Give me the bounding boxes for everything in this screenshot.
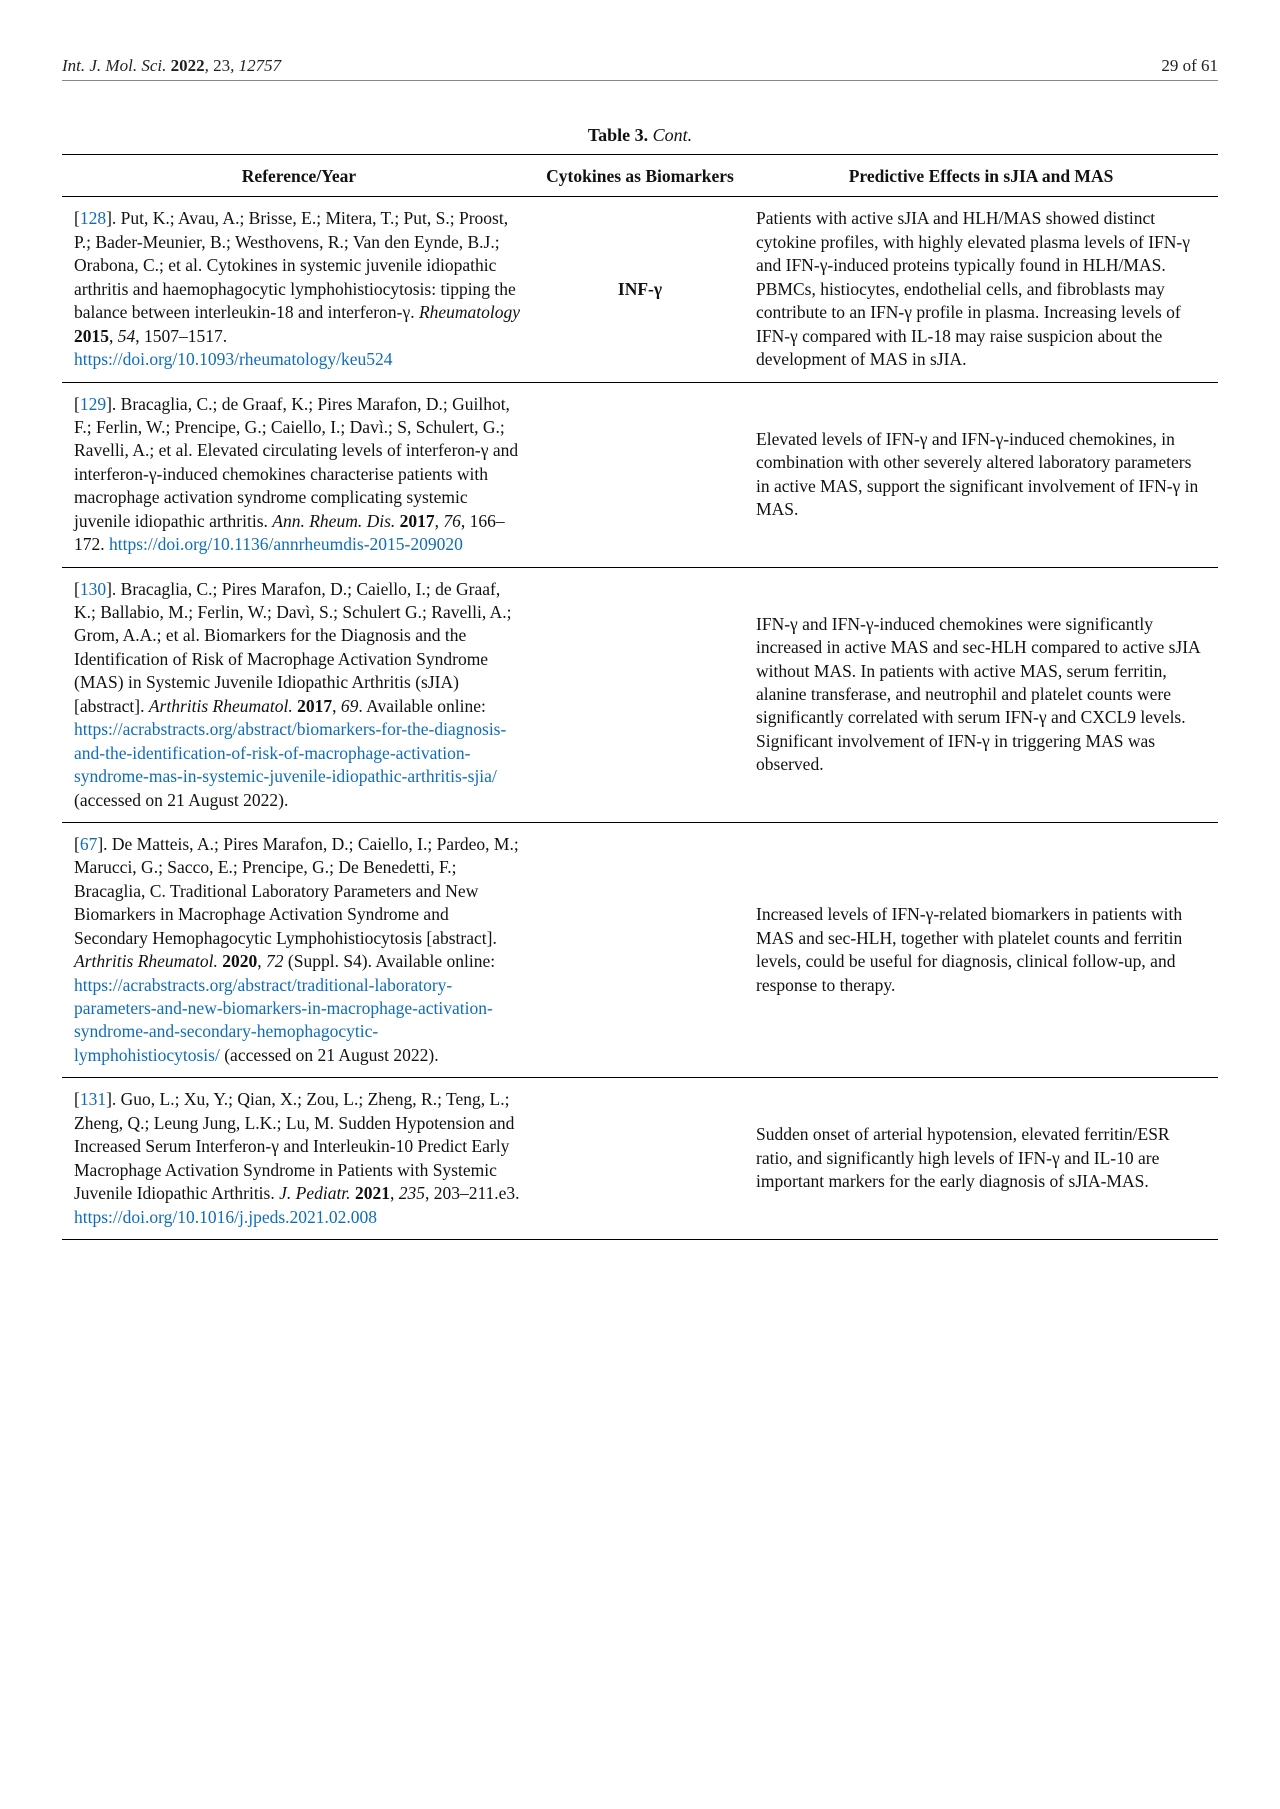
table-row: [130]. Bracaglia, C.; Pires Marafon, D.;… <box>62 567 1218 822</box>
pub-volume: 72 <box>266 951 284 971</box>
access-date: (accessed on 21 August 2022). <box>74 790 288 810</box>
references-table: Reference/Year Cytokines as Biomarkers P… <box>62 154 1218 1240</box>
reference-cell: [129]. Bracaglia, C.; de Graaf, K.; Pire… <box>62 382 536 567</box>
biomarker-cell <box>536 822 744 1077</box>
biomarker-cell <box>536 382 744 567</box>
reference-text: De Matteis, A.; Pires Marafon, D.; Caiel… <box>74 834 519 948</box>
access-date: (accessed on 21 August 2022). <box>220 1045 439 1065</box>
effect-cell: IFN-γ and IFN-γ-induced chemokines were … <box>744 567 1218 822</box>
reference-cell: [67]. De Matteis, A.; Pires Marafon, D.;… <box>62 822 536 1077</box>
abstract-link[interactable]: https://acrabstracts.org/abstract/biomar… <box>74 719 506 786</box>
reference-cell: [128]. Put, K.; Avau, A.; Brisse, E.; Mi… <box>62 197 536 382</box>
journal-citation: Int. J. Mol. Sci. 2022, 23, 12757 <box>62 56 281 76</box>
table-row: [129]. Bracaglia, C.; de Graaf, K.; Pire… <box>62 382 1218 567</box>
page: Int. J. Mol. Sci. 2022, 23, 12757 29 of … <box>0 0 1280 1809</box>
table-row: [131]. Guo, L.; Xu, Y.; Qian, X.; Zou, L… <box>62 1078 1218 1240</box>
journal-name: Int. J. Mol. Sci. <box>62 56 166 75</box>
citation-number: 128 <box>80 208 106 228</box>
running-header: Int. J. Mol. Sci. 2022, 23, 12757 29 of … <box>62 56 1218 81</box>
doi-link[interactable]: https://doi.org/10.1093/rheumatology/keu… <box>74 349 393 369</box>
pub-volume: 235 <box>399 1183 425 1203</box>
journal-title: Arthritis Rheumatol. <box>74 951 218 971</box>
pub-year: 2015 <box>74 326 109 346</box>
table-caption: Table 3. Cont. <box>62 125 1218 146</box>
citation-number: 130 <box>80 579 106 599</box>
effect-cell: Sudden onset of arterial hypotension, el… <box>744 1078 1218 1240</box>
reference-cell: [130]. Bracaglia, C.; Pires Marafon, D.;… <box>62 567 536 822</box>
citation-number: 129 <box>80 394 106 414</box>
citation-number: 67 <box>80 834 98 854</box>
journal-volume: 23 <box>213 56 230 75</box>
pub-volume: 69 <box>341 696 359 716</box>
citation-number: 131 <box>80 1089 106 1109</box>
journal-title: Ann. Rheum. Dis. <box>272 511 395 531</box>
biomarker-label: INF-γ <box>618 279 662 299</box>
biomarker-cell <box>536 567 744 822</box>
pub-year: 2021 <box>355 1183 390 1203</box>
pub-year: 2020 <box>222 951 257 971</box>
pub-volume: 54 <box>118 326 136 346</box>
journal-title: J. Pediatr. <box>279 1183 350 1203</box>
effect-cell: Patients with active sJIA and HLH/MAS sh… <box>744 197 1218 382</box>
biomarker-cell <box>536 1078 744 1240</box>
pub-year: 2017 <box>400 511 435 531</box>
col-header-biomarkers: Cytokines as Biomarkers <box>536 155 744 197</box>
effect-cell: Elevated levels of IFN-γ and IFN-γ-induc… <box>744 382 1218 567</box>
journal-title: Rheumatology <box>419 302 520 322</box>
reference-cell: [131]. Guo, L.; Xu, Y.; Qian, X.; Zou, L… <box>62 1078 536 1240</box>
pub-year: 2017 <box>297 696 332 716</box>
pub-volume: 76 <box>443 511 461 531</box>
table-row: [67]. De Matteis, A.; Pires Marafon, D.;… <box>62 822 1218 1077</box>
doi-link[interactable]: https://doi.org/10.1136/annrheumdis-2015… <box>109 534 463 554</box>
journal-year: 2022 <box>171 56 205 75</box>
journal-title: Arthritis Rheumatol. <box>149 696 293 716</box>
table-cont: Cont. <box>653 125 693 145</box>
effect-cell: Increased levels of IFN-γ-related biomar… <box>744 822 1218 1077</box>
table-header-row: Reference/Year Cytokines as Biomarkers P… <box>62 155 1218 197</box>
table-number: Table 3. <box>588 125 648 145</box>
col-header-reference: Reference/Year <box>62 155 536 197</box>
col-header-effects: Predictive Effects in sJIA and MAS <box>744 155 1218 197</box>
journal-article: 12757 <box>239 56 282 75</box>
biomarker-cell: INF-γ <box>536 197 744 382</box>
page-number: 29 of 61 <box>1161 56 1218 76</box>
table-row: [128]. Put, K.; Avau, A.; Brisse, E.; Mi… <box>62 197 1218 382</box>
doi-link[interactable]: https://doi.org/10.1016/j.jpeds.2021.02.… <box>74 1207 377 1227</box>
